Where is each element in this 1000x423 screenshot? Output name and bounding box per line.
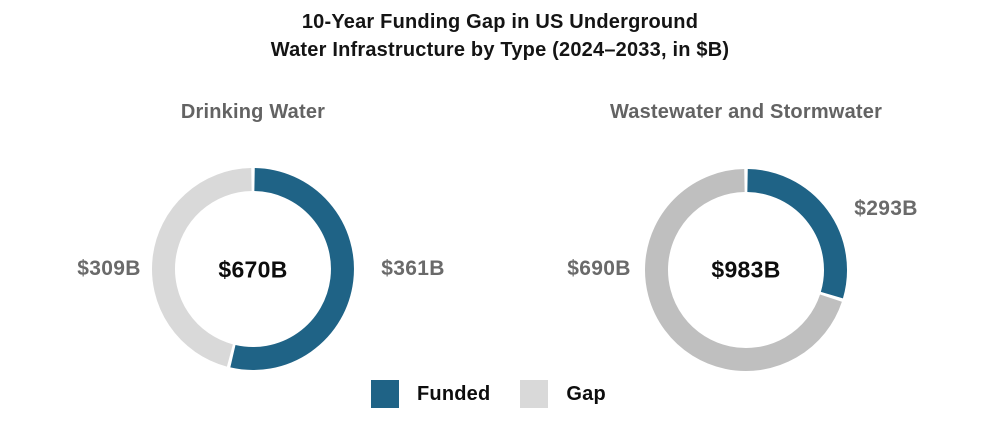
donut-segment-funded	[230, 168, 354, 370]
legend-gap-swatch	[520, 380, 549, 408]
wastewater-total-label: $983B	[711, 256, 781, 283]
legend-funded-label: Funded	[417, 382, 491, 405]
wastewater-stormwater-subtitle: Wastewater and Stormwater	[609, 101, 883, 123]
wastewater-gap-label: $690B	[567, 257, 631, 280]
legend-funded-swatch	[371, 380, 399, 408]
donut-ring-wastewater-stormwater	[645, 169, 847, 371]
drinking-water-subtitle: Drinking Water	[180, 101, 326, 123]
legend: Funded Gap	[371, 380, 606, 408]
donut-segment-gap	[645, 169, 842, 371]
chart-title: 10-Year Funding Gap in US Underground Wa…	[270, 11, 730, 61]
legend-gap-label: Gap	[566, 382, 606, 405]
drinking-water-total-label: $670B	[218, 256, 288, 283]
drinking-water-gap-label: $309B	[77, 257, 141, 280]
drinking-water-funded-label: $361B	[381, 257, 445, 280]
wastewater-funded-label: $293B	[854, 197, 918, 220]
donut-ring-drinking-water	[152, 168, 354, 370]
donut-segment-funded	[747, 169, 847, 299]
donut-segment-gap	[152, 168, 252, 367]
